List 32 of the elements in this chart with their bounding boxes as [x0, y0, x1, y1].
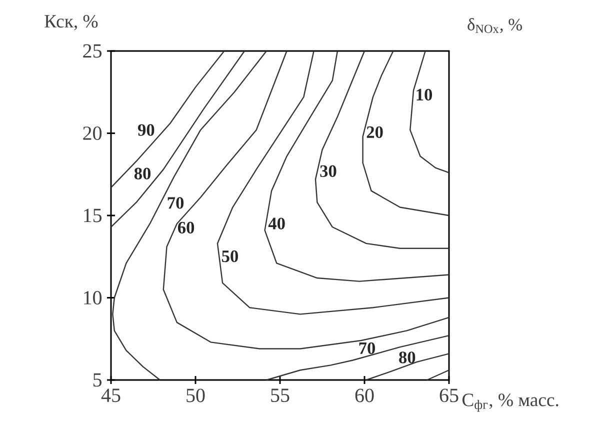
series-label: 40 [268, 218, 285, 230]
y-tick-label: 10 [84, 291, 102, 304]
x-tick-label: 45 [101, 388, 120, 402]
x-tick-label: 50 [186, 388, 205, 402]
x-tick-label: 55 [271, 388, 290, 402]
text: δ$_{NOx}$, % [468, 18, 522, 33]
y-tick-label: 5 [93, 373, 102, 387]
x-tick-label: 65 [440, 388, 458, 402]
y-tick-label: 15 [84, 208, 102, 222]
series-label: 90 [138, 124, 154, 136]
series-label: 70 [168, 197, 184, 209]
line-series [366, 353, 450, 381]
x-tick-label: 60 [355, 388, 374, 402]
series-label: 70 [359, 342, 375, 354]
x-axis-title: C$_{фг}$, % масс. [462, 394, 558, 412]
series-label: 30 [320, 165, 336, 177]
series-label: 80 [134, 168, 151, 180]
series-label: 20 [366, 126, 383, 138]
line-series [110, 50, 225, 188]
line-series [362, 50, 450, 216]
series-label: 80 [399, 352, 416, 364]
line-series [264, 50, 450, 282]
series-label: 10 [416, 88, 432, 101]
line-series [266, 334, 450, 381]
series-label: 50 [222, 250, 238, 262]
y-axis-title: Кск, % [44, 15, 98, 30]
line-series [410, 50, 450, 174]
y-tick-label: 25 [83, 44, 102, 58]
line-series [314, 50, 450, 250]
line-series [112, 50, 268, 381]
y-tick-label: 20 [83, 126, 102, 140]
series-label: 60 [178, 222, 194, 234]
